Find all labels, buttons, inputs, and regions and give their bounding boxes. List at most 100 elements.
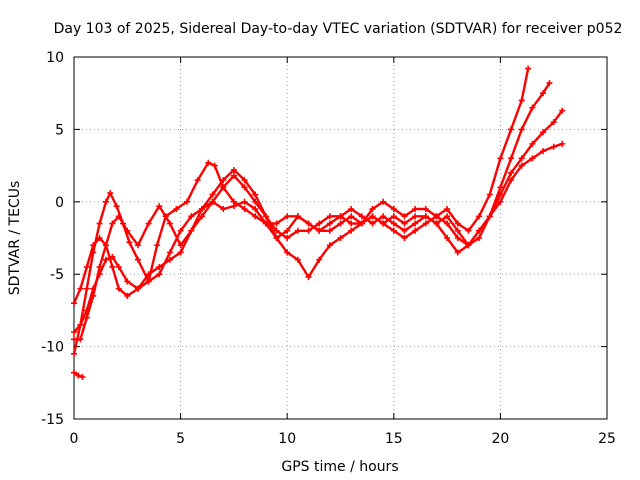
data-point	[194, 177, 201, 184]
data-point	[525, 65, 532, 72]
data-point	[166, 220, 173, 227]
data-point	[262, 213, 269, 220]
data-point	[540, 90, 547, 97]
data-point	[348, 220, 355, 227]
x-tick-label: 0	[70, 431, 79, 447]
y-axis-label: SDTVAR / TECUs	[7, 181, 23, 296]
data-point	[422, 213, 429, 220]
data-point	[102, 198, 109, 205]
data-point	[166, 249, 173, 256]
data-point	[508, 126, 515, 133]
series-day-4	[71, 140, 566, 307]
data-point	[294, 227, 301, 234]
data-point	[77, 285, 84, 292]
data-point	[380, 220, 387, 227]
chart-title: Day 103 of 2025, Sidereal Day-to-day VTE…	[54, 21, 623, 37]
data-point	[145, 271, 152, 278]
data-point	[337, 213, 344, 220]
data-point	[305, 227, 312, 234]
data-point	[241, 206, 248, 213]
data-point	[134, 285, 141, 292]
data-point	[476, 213, 483, 220]
y-tick-label: -15	[41, 412, 64, 428]
data-point	[173, 206, 180, 213]
data-point	[124, 278, 131, 285]
data-point	[273, 220, 280, 227]
data-point	[262, 220, 269, 227]
data-point	[220, 177, 227, 184]
data-point	[454, 227, 461, 234]
data-point	[412, 220, 419, 227]
series-layer	[71, 65, 566, 381]
data-point	[115, 285, 122, 292]
data-point	[444, 213, 451, 220]
data-point	[79, 374, 86, 381]
data-point	[337, 220, 344, 227]
series-line	[72, 109, 564, 334]
data-point	[380, 198, 387, 205]
series-day-2	[71, 80, 553, 343]
data-point	[115, 213, 122, 220]
data-point	[497, 198, 504, 205]
data-point	[198, 206, 205, 213]
data-point	[348, 206, 355, 213]
data-point	[156, 271, 163, 278]
data-point	[109, 263, 116, 270]
data-point	[454, 235, 461, 241]
data-point	[508, 155, 515, 162]
data-point	[476, 235, 483, 241]
data-point	[284, 227, 291, 234]
y-tick-label: 0	[55, 195, 64, 211]
data-point	[145, 220, 152, 227]
data-point	[96, 220, 103, 227]
data-point	[294, 213, 301, 220]
series-day-1	[71, 65, 532, 357]
data-point	[230, 166, 237, 173]
data-point	[177, 227, 184, 234]
data-point	[183, 198, 190, 205]
data-point	[497, 184, 504, 191]
data-point	[518, 97, 525, 104]
data-point	[273, 227, 280, 234]
data-point	[390, 227, 397, 234]
data-point	[230, 203, 237, 210]
data-point	[134, 242, 141, 249]
data-point	[559, 140, 566, 147]
data-point	[71, 300, 77, 307]
x-tick-label: 5	[176, 431, 185, 447]
data-point	[102, 242, 109, 249]
y-tick-label: 10	[46, 50, 64, 66]
data-point	[71, 350, 77, 357]
data-point	[559, 107, 566, 114]
data-point	[433, 213, 440, 220]
data-point	[529, 104, 536, 111]
data-point	[433, 220, 440, 227]
data-point	[252, 198, 259, 205]
data-point	[422, 220, 429, 227]
data-point	[518, 126, 525, 133]
data-point	[529, 140, 536, 147]
data-point	[369, 206, 376, 213]
data-point	[113, 203, 120, 210]
data-point	[305, 274, 312, 281]
data-point	[77, 321, 84, 328]
data-point	[486, 213, 493, 220]
data-point	[454, 249, 461, 256]
data-point	[109, 220, 116, 227]
data-point	[390, 220, 397, 227]
data-point	[156, 263, 163, 270]
tick-labels: 0 5 10 15 20 25 -15 -10 -5 0 5 10	[41, 50, 616, 447]
data-point	[220, 184, 227, 191]
data-point	[252, 206, 259, 213]
series-day-3	[71, 107, 566, 336]
data-point	[211, 162, 218, 169]
series-line	[72, 67, 530, 355]
data-point	[401, 227, 408, 234]
data-point	[508, 177, 515, 184]
data-point	[326, 242, 333, 249]
data-point	[284, 249, 291, 256]
data-point	[145, 278, 152, 285]
data-point	[96, 235, 103, 241]
data-point	[401, 220, 408, 227]
data-point	[241, 198, 248, 205]
